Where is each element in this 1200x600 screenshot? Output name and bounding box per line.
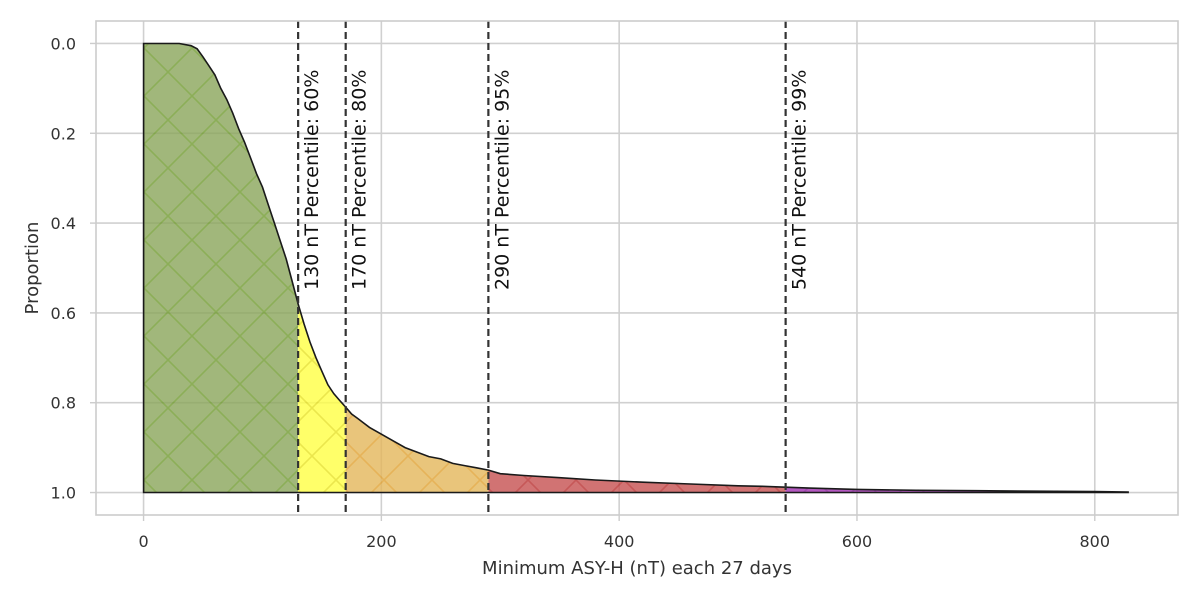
axis-ticks: 0 200 400 600 800 0.0 0.2 0.4 0.6 0.8 1.0 <box>51 34 1110 551</box>
x-tick-label: 0 <box>138 532 148 551</box>
y-tick-label: 1.0 <box>51 484 76 503</box>
y-axis-label: Proportion <box>22 222 43 315</box>
percentile-label: 540 nT Percentile: 99% <box>789 70 811 290</box>
distribution-curve <box>142 42 1129 494</box>
percentile-label: 130 nT Percentile: 60% <box>301 70 323 290</box>
x-tick-label: 800 <box>1079 532 1110 551</box>
y-tick-label: 0.2 <box>51 124 76 143</box>
x-tick-label: 600 <box>842 532 873 551</box>
percentile-band <box>298 303 346 493</box>
y-tick-label: 0.0 <box>51 34 76 53</box>
curve-layer <box>142 42 1129 494</box>
percentile-band <box>488 470 786 493</box>
percentile-band <box>785 487 1129 493</box>
percentile-lines: 130 nT Percentile: 60% 170 nT Percentile:… <box>297 21 811 515</box>
plot-frame <box>95 20 1179 516</box>
percentile-band <box>143 43 299 493</box>
percentile-label: 290 nT Percentile: 95% <box>491 70 513 290</box>
x-tick-label: 400 <box>604 532 635 551</box>
y-tick-label: 0.4 <box>51 214 76 233</box>
percentile-label: 170 nT Percentile: 80% <box>349 70 371 290</box>
x-tick-label: 200 <box>366 532 397 551</box>
percentile-bands <box>143 43 1129 493</box>
y-tick-label: 0.8 <box>51 394 76 413</box>
percentile-band <box>345 407 489 493</box>
y-tick-label: 0.6 <box>51 304 76 323</box>
x-axis-label: Minimum ASY-H (nT) each 27 days <box>482 558 792 579</box>
